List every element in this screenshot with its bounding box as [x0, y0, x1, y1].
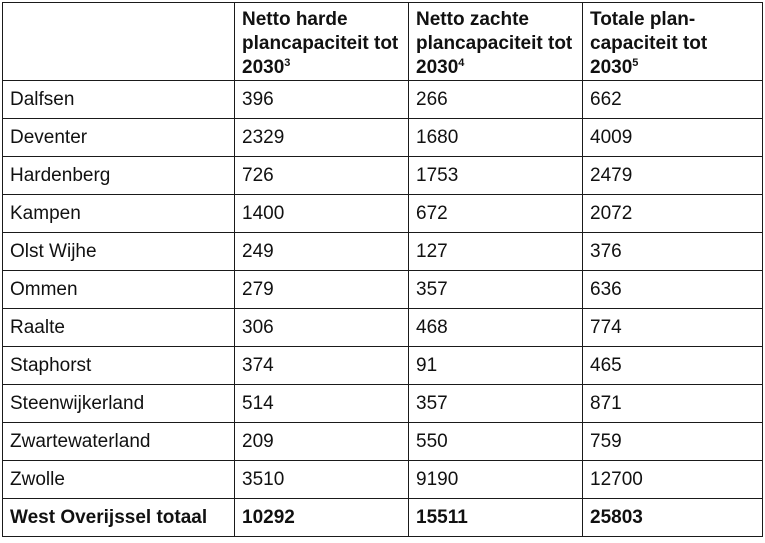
municipality-cell: Raalte — [3, 309, 235, 347]
table-row: Deventer 2329 1680 4009 — [3, 119, 763, 157]
soft-capacity-cell: 1680 — [409, 119, 583, 157]
hard-capacity-cell: 3510 — [235, 461, 409, 499]
soft-capacity-cell: 468 — [409, 309, 583, 347]
municipality-cell: Staphorst — [3, 347, 235, 385]
total-row: West Overijssel totaal 10292 15511 25803 — [3, 499, 763, 537]
header-label: Totale plan-capaciteit tot 2030 — [590, 9, 707, 78]
table-row: Steenwijkerland 514 357 871 — [3, 385, 763, 423]
total-capacity-cell: 12700 — [583, 461, 763, 499]
total-capacity-cell: 4009 — [583, 119, 763, 157]
total-hard-capacity-cell: 10292 — [235, 499, 409, 537]
soft-capacity-cell: 91 — [409, 347, 583, 385]
soft-capacity-cell: 357 — [409, 385, 583, 423]
municipality-cell: Ommen — [3, 271, 235, 309]
table-row: Zwolle 3510 9190 12700 — [3, 461, 763, 499]
header-cell-municipality — [3, 3, 235, 81]
municipality-cell: Zwolle — [3, 461, 235, 499]
header-row: Netto harde plancapaciteit tot 20303 Net… — [3, 3, 763, 81]
table-row: Raalte 306 468 774 — [3, 309, 763, 347]
municipality-cell: Kampen — [3, 195, 235, 233]
municipality-cell: Deventer — [3, 119, 235, 157]
hard-capacity-cell: 279 — [235, 271, 409, 309]
soft-capacity-cell: 9190 — [409, 461, 583, 499]
soft-capacity-cell: 127 — [409, 233, 583, 271]
header-label: Netto zachte plancapaciteit tot 2030 — [416, 9, 572, 78]
hard-capacity-cell: 374 — [235, 347, 409, 385]
total-capacity-cell: 465 — [583, 347, 763, 385]
table-row: Hardenberg 726 1753 2479 — [3, 157, 763, 195]
hard-capacity-cell: 209 — [235, 423, 409, 461]
table-body: Dalfsen 396 266 662 Deventer 2329 1680 4009 Hard… — [3, 81, 763, 537]
hard-capacity-cell: 726 — [235, 157, 409, 195]
total-capacity-cell: 636 — [583, 271, 763, 309]
soft-capacity-cell: 266 — [409, 81, 583, 119]
municipality-cell: Steenwijkerland — [3, 385, 235, 423]
hard-capacity-cell: 306 — [235, 309, 409, 347]
total-total-capacity-cell: 25803 — [583, 499, 763, 537]
header-label: Netto harde plancapaciteit tot 2030 — [242, 9, 398, 78]
total-municipality-cell: West Overijssel totaal — [3, 499, 235, 537]
header-cell-soft-capacity: Netto zachte plancapaciteit tot 20304 — [409, 3, 583, 81]
municipality-cell: Dalfsen — [3, 81, 235, 119]
hard-capacity-cell: 396 — [235, 81, 409, 119]
table-row: Ommen 279 357 636 — [3, 271, 763, 309]
municipality-cell: Hardenberg — [3, 157, 235, 195]
soft-capacity-cell: 1753 — [409, 157, 583, 195]
total-capacity-cell: 759 — [583, 423, 763, 461]
header-cell-hard-capacity: Netto harde plancapaciteit tot 20303 — [235, 3, 409, 81]
header-cell-total-capacity: Totale plan-capaciteit tot 20305 — [583, 3, 763, 81]
table-row: Kampen 1400 672 2072 — [3, 195, 763, 233]
total-capacity-cell: 2479 — [583, 157, 763, 195]
hard-capacity-cell: 1400 — [235, 195, 409, 233]
table-row: Zwartewaterland 209 550 759 — [3, 423, 763, 461]
total-capacity-cell: 662 — [583, 81, 763, 119]
table-row: Dalfsen 396 266 662 — [3, 81, 763, 119]
soft-capacity-cell: 550 — [409, 423, 583, 461]
hard-capacity-cell: 514 — [235, 385, 409, 423]
footnote-marker: 4 — [458, 57, 464, 69]
footnote-marker: 5 — [632, 57, 638, 69]
total-capacity-cell: 2072 — [583, 195, 763, 233]
soft-capacity-cell: 357 — [409, 271, 583, 309]
total-capacity-cell: 774 — [583, 309, 763, 347]
total-soft-capacity-cell: 15511 — [409, 499, 583, 537]
hard-capacity-cell: 2329 — [235, 119, 409, 157]
soft-capacity-cell: 672 — [409, 195, 583, 233]
hard-capacity-cell: 249 — [235, 233, 409, 271]
table-row: Staphorst 374 91 465 — [3, 347, 763, 385]
table-row: Olst Wijhe 249 127 376 — [3, 233, 763, 271]
footnote-marker: 3 — [284, 57, 290, 69]
total-capacity-cell: 376 — [583, 233, 763, 271]
total-capacity-cell: 871 — [583, 385, 763, 423]
municipality-cell: Olst Wijhe — [3, 233, 235, 271]
municipality-cell: Zwartewaterland — [3, 423, 235, 461]
